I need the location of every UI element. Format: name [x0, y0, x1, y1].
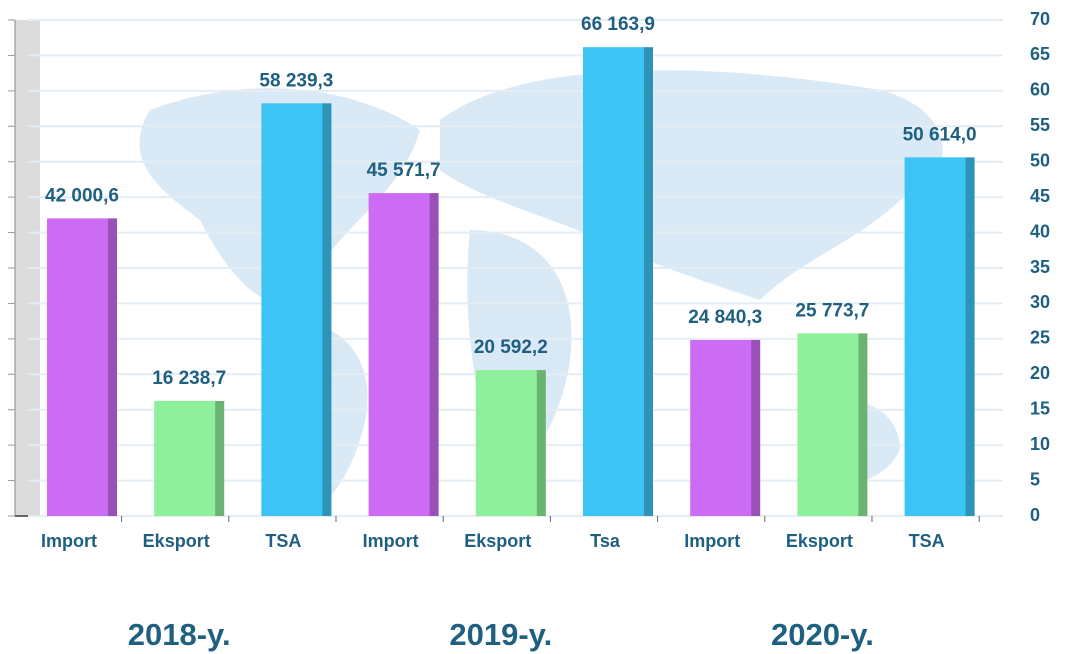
bar — [261, 103, 332, 517]
bar-side — [751, 339, 761, 516]
value-label: 16 238,7 — [152, 368, 226, 389]
value-label: 20 592,2 — [474, 337, 548, 358]
y-tick-label: 20 — [1030, 363, 1050, 383]
bar-side — [536, 370, 546, 516]
x-tick-label: Import — [41, 531, 97, 551]
x-tick-label: Eksport — [786, 531, 853, 551]
y-tick-label: 10 — [1030, 434, 1050, 454]
x-tick-label: Eksport — [143, 531, 210, 551]
y-tick-label: 60 — [1030, 80, 1050, 100]
bar — [154, 400, 225, 516]
y-tick-label: 5 — [1030, 469, 1040, 489]
group-label: 2020-y. — [771, 617, 874, 652]
bar — [47, 218, 117, 516]
y-tick-label: 70 — [1030, 9, 1050, 29]
y-tick-label: 40 — [1030, 221, 1050, 241]
x-tick-label: Tsa — [590, 531, 621, 551]
x-tick-label: Eksport — [464, 531, 531, 551]
value-label: 66 163,9 — [581, 14, 655, 35]
bar-side — [322, 103, 332, 517]
value-label: 58 239,3 — [259, 70, 333, 91]
y-tick-label: 45 — [1030, 186, 1050, 206]
bar — [797, 333, 868, 516]
bar — [690, 339, 761, 516]
value-label: 42 000,6 — [45, 185, 119, 206]
value-label: 50 614,0 — [903, 124, 977, 145]
x-tick-label: TSA — [909, 531, 945, 551]
y-tick-label: 35 — [1030, 257, 1050, 277]
bar — [475, 370, 546, 516]
bar-side — [429, 193, 439, 516]
x-tick-label: Import — [363, 531, 419, 551]
bar-side — [858, 333, 868, 516]
y-tick-label: 50 — [1030, 150, 1050, 170]
y-tick-label: 0 — [1030, 505, 1040, 525]
bar-side — [108, 218, 117, 516]
group-label: 2019-y. — [449, 617, 552, 652]
y-tick-label: 30 — [1030, 292, 1050, 312]
bar — [583, 47, 653, 516]
x-tick-label: TSA — [265, 531, 301, 551]
bar — [904, 157, 975, 517]
bar-side — [215, 400, 225, 516]
value-label: 24 840,3 — [688, 307, 762, 328]
y-tick-label: 15 — [1030, 398, 1050, 418]
y-tick-label: 65 — [1030, 44, 1050, 64]
y-tick-label: 25 — [1030, 328, 1050, 348]
value-label: 45 571,7 — [367, 160, 441, 181]
x-tick-label: Import — [684, 531, 740, 551]
bar-side — [644, 47, 653, 516]
group-label: 2018-y. — [128, 617, 231, 652]
bar — [368, 193, 439, 516]
value-label: 25 773,7 — [795, 300, 869, 321]
y-tick-label: 55 — [1030, 115, 1050, 135]
bar-side — [965, 157, 975, 517]
